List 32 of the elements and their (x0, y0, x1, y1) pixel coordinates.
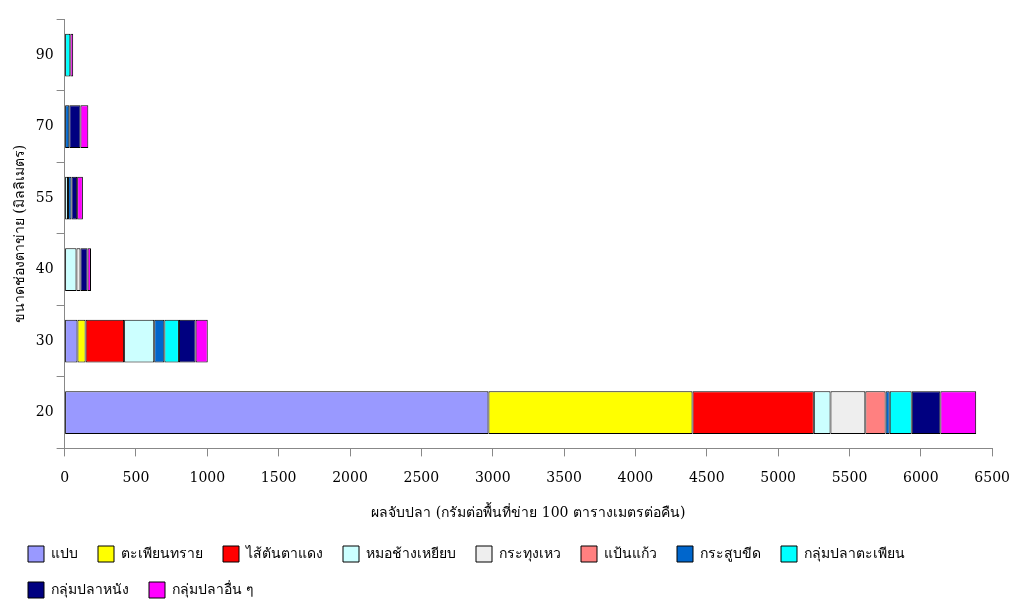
legend-label: กลุ่มปลาอื่น ๆ (172, 579, 255, 598)
legend-label: กระทุงเหว (499, 544, 561, 562)
y-tick-label: 40 (35, 260, 54, 277)
x-tick-label: 4500 (688, 469, 725, 486)
legend-label: แป้นแก้ว (604, 544, 657, 561)
x-tick-label: 6500 (974, 469, 1011, 486)
legend-label: ตะเพียนทราย (121, 544, 203, 561)
legend-label: กระสูบขีด (700, 544, 761, 562)
x-tick-label: 5000 (760, 469, 796, 486)
x-tick-label: 2500 (403, 469, 440, 486)
y-axis-title: ขนาดช่องตาข่าย (มิลลิเมตร) (11, 144, 28, 324)
x-tick-label: 2000 (332, 469, 368, 486)
y-tick-label: 20 (35, 403, 54, 420)
y-tick-label: 90 (35, 45, 54, 62)
x-tick-label: 3000 (474, 469, 511, 486)
legend-label: กลุ่มปลาตะเพียน (804, 544, 905, 562)
x-tick-label: 0 (60, 469, 70, 486)
x-tick-label: 5500 (831, 469, 868, 486)
legend-label: แปบ (51, 544, 78, 561)
y-tick-label: 70 (35, 117, 54, 134)
x-axis-title: ผลจับปลา (กรัมต่อพื้นที่ข่าย 100 ตารางเมตรต่อคืน) (371, 502, 686, 521)
x-tick-label: 4000 (617, 469, 654, 486)
y-tick-label: 30 (35, 331, 54, 348)
x-tick-label: 1500 (260, 469, 297, 486)
x-tick-label: 6000 (903, 469, 939, 486)
x-tick-label: 1000 (189, 469, 226, 486)
y-tick-label: 55 (35, 188, 54, 205)
x-tick-label: 500 (122, 469, 150, 486)
x-tick-label: 3500 (546, 469, 582, 486)
legend-label: กลุ่มปลาหนัง (51, 580, 129, 598)
legend-label: หมอช้างเหยียบ (366, 544, 456, 561)
legend-label: ไส้ตันตาแดง (245, 544, 323, 561)
